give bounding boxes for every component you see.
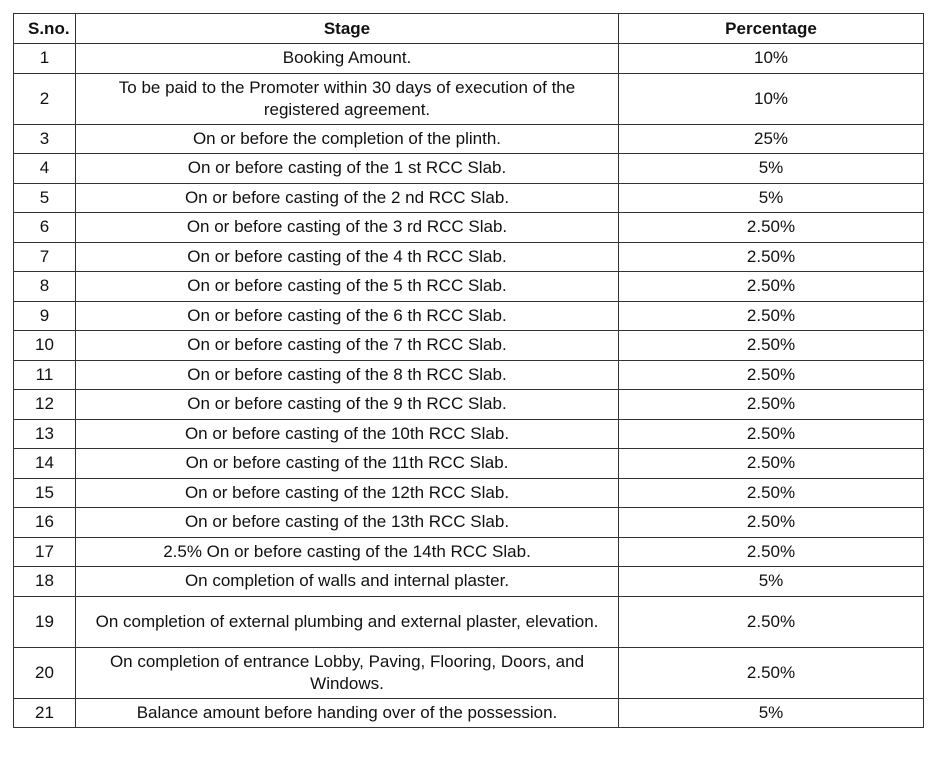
cell-percentage: 5% [618, 697, 924, 728]
table-row: 12 On or before casting of the 9 th RCC … [13, 389, 924, 420]
table-row: 21 Balance amount before handing over of… [13, 697, 924, 728]
cell-sno: 21 [13, 697, 76, 728]
table-row: 6 On or before casting of the 3 rd RCC S… [13, 212, 924, 243]
cell-sno: 8 [13, 271, 76, 302]
table-body: 1 Booking Amount. 10% 2 To be paid to th… [13, 43, 924, 728]
cell-sno: 20 [13, 646, 76, 699]
cell-sno: 2 [13, 72, 76, 125]
table-header: S.no. Stage Percentage [13, 13, 924, 44]
cell-stage: 2.5% On or before casting of the 14th RC… [75, 536, 619, 567]
cell-sno: 12 [13, 389, 76, 420]
table-row: 8 On or before casting of the 5 th RCC S… [13, 271, 924, 302]
cell-percentage: 2.50% [618, 646, 924, 699]
cell-stage: Balance amount before handing over of th… [75, 697, 619, 728]
table-row: 5 On or before casting of the 2 nd RCC S… [13, 182, 924, 213]
cell-sno: 17 [13, 536, 76, 567]
cell-percentage: 2.50% [618, 300, 924, 331]
cell-percentage: 2.50% [618, 507, 924, 538]
cell-sno: 4 [13, 153, 76, 184]
cell-sno: 18 [13, 566, 76, 597]
cell-percentage: 2.50% [618, 477, 924, 508]
cell-percentage: 2.50% [618, 241, 924, 272]
cell-percentage: 5% [618, 566, 924, 597]
cell-sno: 15 [13, 477, 76, 508]
header-sno: S.no. [13, 13, 76, 44]
table-row: 2 To be paid to the Promoter within 30 d… [13, 72, 924, 125]
payment-schedule-table: S.no. Stage Percentage 1 Booking Amount.… [13, 13, 924, 728]
table-row: 1 Booking Amount. 10% [13, 43, 924, 74]
cell-percentage: 2.50% [618, 418, 924, 449]
table-row: 9 On or before casting of the 6 th RCC S… [13, 300, 924, 331]
cell-stage: On completion of external plumbing and e… [75, 595, 619, 648]
cell-stage: On or before casting of the 13th RCC Sla… [75, 507, 619, 538]
table-row: 11 On or before casting of the 8 th RCC … [13, 359, 924, 390]
cell-stage: On or before casting of the 6 th RCC Sla… [75, 300, 619, 331]
cell-percentage: 2.50% [618, 595, 924, 648]
table-row: 17 2.5% On or before casting of the 14th… [13, 536, 924, 567]
header-row: S.no. Stage Percentage [13, 13, 924, 44]
cell-sno: 14 [13, 448, 76, 479]
table-row: 18 On completion of walls and internal p… [13, 566, 924, 597]
cell-percentage: 2.50% [618, 536, 924, 567]
cell-percentage: 2.50% [618, 448, 924, 479]
cell-stage: On completion of entrance Lobby, Paving,… [75, 646, 619, 699]
cell-stage: On or before casting of the 4 th RCC Sla… [75, 241, 619, 272]
cell-stage: On or before casting of the 7 th RCC Sla… [75, 330, 619, 361]
cell-stage: Booking Amount. [75, 43, 619, 74]
cell-percentage: 2.50% [618, 330, 924, 361]
table-row: 20 On completion of entrance Lobby, Pavi… [13, 646, 924, 699]
cell-sno: 13 [13, 418, 76, 449]
cell-sno: 11 [13, 359, 76, 390]
table-row: 4 On or before casting of the 1 st RCC S… [13, 153, 924, 184]
cell-percentage: 10% [618, 72, 924, 125]
cell-stage: On or before casting of the 2 nd RCC Sla… [75, 182, 619, 213]
cell-percentage: 10% [618, 43, 924, 74]
cell-sno: 16 [13, 507, 76, 538]
table-row: 16 On or before casting of the 13th RCC … [13, 507, 924, 538]
cell-stage: On or before casting of the 1 st RCC Sla… [75, 153, 619, 184]
cell-percentage: 5% [618, 153, 924, 184]
cell-sno: 19 [13, 595, 76, 648]
cell-sno: 3 [13, 123, 76, 154]
cell-percentage: 25% [618, 123, 924, 154]
cell-sno: 9 [13, 300, 76, 331]
cell-stage: On or before casting of the 12th RCC Sla… [75, 477, 619, 508]
cell-stage: On or before the completion of the plint… [75, 123, 619, 154]
cell-stage: On completion of walls and internal plas… [75, 566, 619, 597]
table-row: 7 On or before casting of the 4 th RCC S… [13, 241, 924, 272]
cell-percentage: 2.50% [618, 359, 924, 390]
cell-stage: On or before casting of the 10th RCC Sla… [75, 418, 619, 449]
cell-sno: 5 [13, 182, 76, 213]
cell-percentage: 2.50% [618, 389, 924, 420]
cell-stage: On or before casting of the 8 th RCC Sla… [75, 359, 619, 390]
cell-sno: 1 [13, 43, 76, 74]
table-row: 13 On or before casting of the 10th RCC … [13, 418, 924, 449]
cell-stage: To be paid to the Promoter within 30 day… [75, 72, 619, 125]
cell-stage: On or before casting of the 9 th RCC Sla… [75, 389, 619, 420]
cell-percentage: 2.50% [618, 271, 924, 302]
table-row: 19 On completion of external plumbing an… [13, 595, 924, 648]
table-row: 15 On or before casting of the 12th RCC … [13, 477, 924, 508]
cell-sno: 10 [13, 330, 76, 361]
header-percentage: Percentage [618, 13, 924, 44]
cell-percentage: 5% [618, 182, 924, 213]
table-row: 10 On or before casting of the 7 th RCC … [13, 330, 924, 361]
cell-sno: 6 [13, 212, 76, 243]
cell-sno: 7 [13, 241, 76, 272]
cell-percentage: 2.50% [618, 212, 924, 243]
cell-stage: On or before casting of the 3 rd RCC Sla… [75, 212, 619, 243]
table-row: 14 On or before casting of the 11th RCC … [13, 448, 924, 479]
cell-stage: On or before casting of the 5 th RCC Sla… [75, 271, 619, 302]
header-stage: Stage [75, 13, 619, 44]
table-row: 3 On or before the completion of the pli… [13, 123, 924, 154]
cell-stage: On or before casting of the 11th RCC Sla… [75, 448, 619, 479]
